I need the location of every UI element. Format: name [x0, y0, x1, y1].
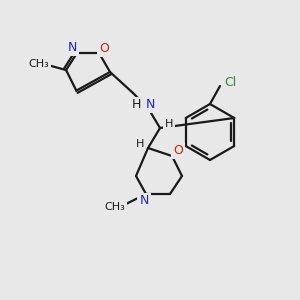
Text: O: O — [99, 42, 109, 56]
Text: N: N — [67, 41, 77, 54]
Text: N: N — [145, 98, 155, 112]
Text: H: H — [136, 139, 144, 149]
Text: N: N — [139, 194, 149, 208]
Text: CH₃: CH₃ — [105, 202, 125, 212]
Text: CH₃: CH₃ — [29, 59, 50, 69]
Text: H: H — [131, 98, 141, 112]
Text: O: O — [173, 145, 183, 158]
Text: H: H — [165, 119, 173, 129]
Text: Cl: Cl — [224, 76, 236, 88]
